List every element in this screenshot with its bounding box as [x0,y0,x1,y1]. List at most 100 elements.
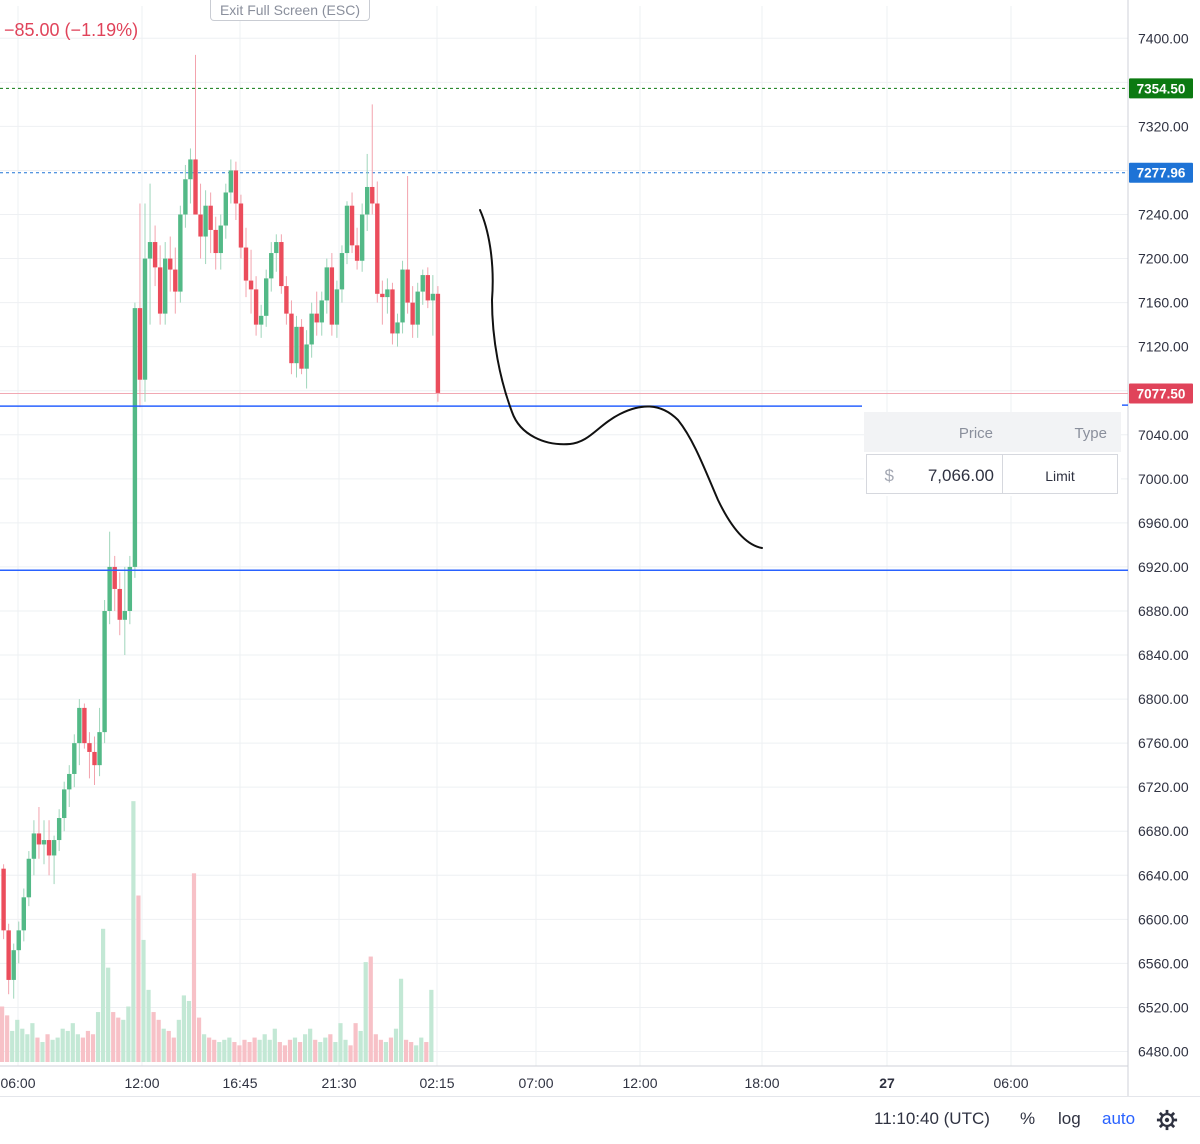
candle-body [279,242,284,287]
y-tick-label: 6760.00 [1138,735,1189,751]
candle-body [385,289,390,298]
volume-bar [308,1028,313,1062]
x-tick-label: 16:45 [222,1075,257,1091]
volume-bar [146,989,151,1062]
volume-bar [50,1039,55,1062]
candle-body [67,773,72,790]
candle-body [334,289,340,325]
volume-bar [267,1039,272,1062]
candle-body [238,203,244,248]
candle-body [410,302,415,325]
volume-bar [80,1037,85,1062]
volume-bar [30,1023,35,1062]
volume-bar [409,1042,414,1062]
y-tick-label: 7200.00 [1138,251,1189,267]
volume-bar [40,1042,45,1062]
volume-bar [191,873,197,1062]
candle-body [269,253,274,279]
candle-body [365,186,370,215]
volume-bar [161,1028,166,1062]
volume-bar [429,989,434,1062]
x-tick-label: 12:00 [622,1075,657,1091]
candle-body [132,308,138,567]
percent-scale-button[interactable]: % [1020,1109,1036,1128]
volume-bar [202,1034,207,1062]
candle-body [304,344,309,369]
order-panel: Price Type $ 7,066.00 Limit [864,412,1121,496]
candle-body [380,293,385,298]
order-price-field[interactable]: $ 7,066.00 [866,454,1002,494]
type-column-header: Type [1074,425,1107,442]
exit-fullscreen-button[interactable]: Exit Full Screen (ESC) [210,0,370,21]
x-tick-label: 21:30 [321,1075,356,1091]
volume-bar [272,1028,277,1062]
candle-body [147,242,153,259]
volume-bar [141,939,146,1062]
candle-body [46,840,52,856]
candle-body [152,242,158,268]
volume-bar [348,1045,353,1062]
candle-body [16,930,21,951]
candle-body [178,214,183,292]
volume-bar [318,1042,323,1062]
volume-bar [323,1037,328,1062]
volume-bar [186,1000,192,1062]
y-tick-label: 7160.00 [1138,295,1189,311]
candle-body [92,751,97,766]
candle-body [157,267,163,314]
currency-symbol: $ [884,466,894,485]
candle-body [425,275,430,301]
candle-body [82,707,87,744]
volume-bar [106,967,111,1062]
candle-body [349,205,355,246]
volume-bar [166,1030,171,1062]
volume-bar [176,1019,181,1062]
candle-body [168,258,173,270]
candle-body [375,203,380,294]
candle-body [188,159,193,180]
log-scale-button[interactable]: log [1058,1109,1081,1128]
price-marker-badge [1129,162,1193,183]
candle-body [11,950,16,980]
volume-bar [65,1030,70,1062]
order-type-field[interactable]: Limit [1002,454,1118,494]
candle-body [198,214,203,237]
candle-body [36,833,42,845]
volume-bar [10,1030,15,1062]
y-tick-label: 6720.00 [1138,779,1189,795]
x-tick-label: 06:00 [993,1075,1028,1091]
y-tick-label: 7040.00 [1138,427,1189,443]
order-price-value: 7,066.00 [927,466,994,485]
candle-body [289,313,294,364]
bottom-toolbar: 11:10:40 (UTC) % log auto [0,1096,1200,1144]
candle-body [400,269,405,323]
candle-body [264,278,269,316]
volume-bar [282,1045,287,1062]
volume-bar [20,1028,25,1062]
volume-bar [287,1039,293,1062]
candle-body [420,275,425,292]
candle-body [415,291,420,325]
volume-bar [222,1039,227,1062]
candle-body [370,186,375,204]
candle-body [208,205,213,230]
candle-body [51,840,57,856]
volume-bar [95,1012,101,1062]
candle-body [117,588,122,620]
volume-bar [328,1034,333,1062]
candle-body [223,192,228,226]
candle-body [31,833,37,859]
volume-bar [247,1042,252,1062]
candle-body [430,293,436,301]
auto-scale-button[interactable]: auto [1102,1109,1136,1128]
volume-bar [242,1039,247,1062]
volume-bar [136,895,141,1062]
volume-bar [419,1037,424,1062]
candle-body [233,170,239,204]
candle-body [299,326,304,369]
y-tick-label: 6800.00 [1138,691,1189,707]
price-chart[interactable]: 7400.00 7320.00 7240.00 7200.00 7160.00 7120.… [0,0,1200,1096]
candle-body [359,214,365,261]
candle-body [395,322,400,334]
gear-icon[interactable] [1156,1109,1178,1131]
